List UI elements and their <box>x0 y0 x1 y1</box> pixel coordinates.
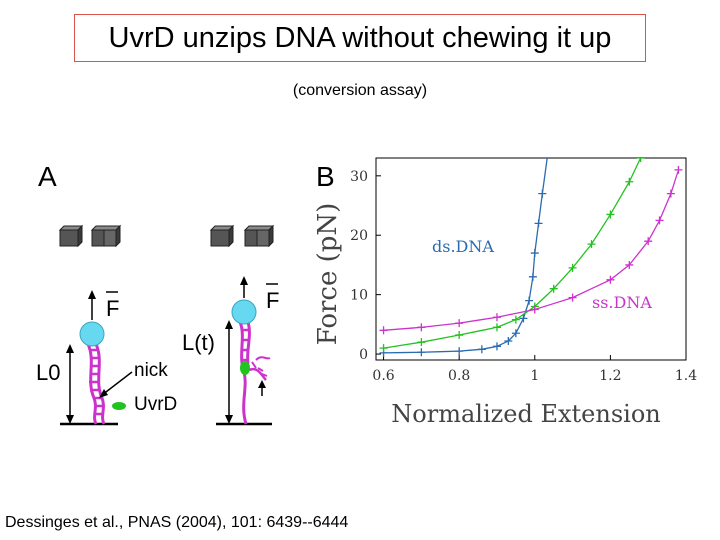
x-tick-label: 0.8 <box>448 368 470 384</box>
data-point <box>587 240 596 249</box>
bead-left <box>79 321 105 347</box>
x-tick-label: 1.2 <box>599 368 621 384</box>
data-point <box>417 323 426 332</box>
data-point <box>492 342 501 351</box>
data-point <box>417 338 426 347</box>
data-point <box>625 177 634 186</box>
data-point <box>492 323 501 332</box>
data-point <box>568 293 577 302</box>
magnet-pair-right <box>209 224 275 248</box>
data-point <box>538 189 547 198</box>
data-point <box>455 319 464 328</box>
data-point <box>674 165 683 174</box>
panel-b-label: B <box>316 161 335 192</box>
panel-a-label: A <box>38 161 57 192</box>
x-tick-label: 1 <box>530 368 539 384</box>
data-point <box>530 305 539 314</box>
data-point <box>492 313 501 322</box>
dsdna-rungs <box>89 348 103 416</box>
force-arrow-right <box>240 276 248 285</box>
slide-subtitle: (conversion assay) <box>292 82 428 99</box>
data-point <box>606 210 615 219</box>
data-point <box>655 216 664 225</box>
data-point <box>511 329 520 338</box>
y-tick-label: 0 <box>359 347 368 363</box>
annotation-ssdna: ss.DNA <box>592 293 652 312</box>
data-point <box>504 336 513 345</box>
data-point <box>666 189 675 198</box>
plot-frame <box>375 157 687 361</box>
ssdna-tail <box>248 367 267 381</box>
data-point <box>477 345 486 354</box>
bead-right <box>231 299 257 325</box>
data-point <box>534 219 543 228</box>
y-axis-title: Force (pN) <box>313 203 343 346</box>
slide-title: UvrD unzips DNA without chewing it up <box>108 21 612 54</box>
data-point <box>544 148 552 156</box>
data-point <box>644 237 653 246</box>
data-point <box>530 249 539 258</box>
length-time-label: L(t) <box>182 330 215 355</box>
data-point <box>636 158 645 162</box>
data-point <box>568 263 577 272</box>
force-extension-chart: 0.6 0.8 1 1.2 1.4 0 10 20 30 Force (pN) Normaliz… <box>313 148 697 428</box>
construct-unwinding: F L(t) <box>182 276 279 426</box>
nick-pointer <box>101 371 133 396</box>
uvrd-label: UvrD <box>134 394 177 415</box>
x-axis-title: Normalized Extension <box>391 400 660 428</box>
uvrd-protein <box>112 402 126 410</box>
data-point <box>519 314 528 323</box>
data-point <box>525 296 534 305</box>
force-label-left: F <box>106 296 119 321</box>
citation: Dessinges et al., PNAS (2004), 101: 6439… <box>5 514 349 531</box>
data-point <box>455 331 464 340</box>
data-point <box>625 260 634 269</box>
length-initial-label: L0 <box>36 360 60 385</box>
force-label-right: F <box>266 288 279 313</box>
x-tick-label: 0.6 <box>372 368 394 384</box>
uvrd-protein-bound <box>240 361 250 375</box>
data-point <box>417 348 426 357</box>
data-point <box>379 344 388 353</box>
data-point <box>606 275 615 284</box>
data-point <box>549 284 558 293</box>
nick-label: nick <box>134 360 168 381</box>
slide-title-box: UvrD unzips DNA without chewing it up <box>74 14 646 62</box>
force-arrow-left <box>88 290 96 299</box>
magnet-pair-left <box>58 224 122 248</box>
x-tick-label: 1.4 <box>675 368 697 384</box>
y-tick-label: 30 <box>350 169 368 185</box>
data-point <box>455 347 464 356</box>
annotation-dsdna: ds.DNA <box>432 237 494 256</box>
data-point <box>379 326 388 335</box>
data-point <box>511 315 520 324</box>
y-tick-label: 10 <box>350 288 368 304</box>
y-tick-label: 20 <box>350 228 368 244</box>
construct-initial: F L0 nick UvrD <box>36 290 177 426</box>
data-point <box>528 272 537 281</box>
